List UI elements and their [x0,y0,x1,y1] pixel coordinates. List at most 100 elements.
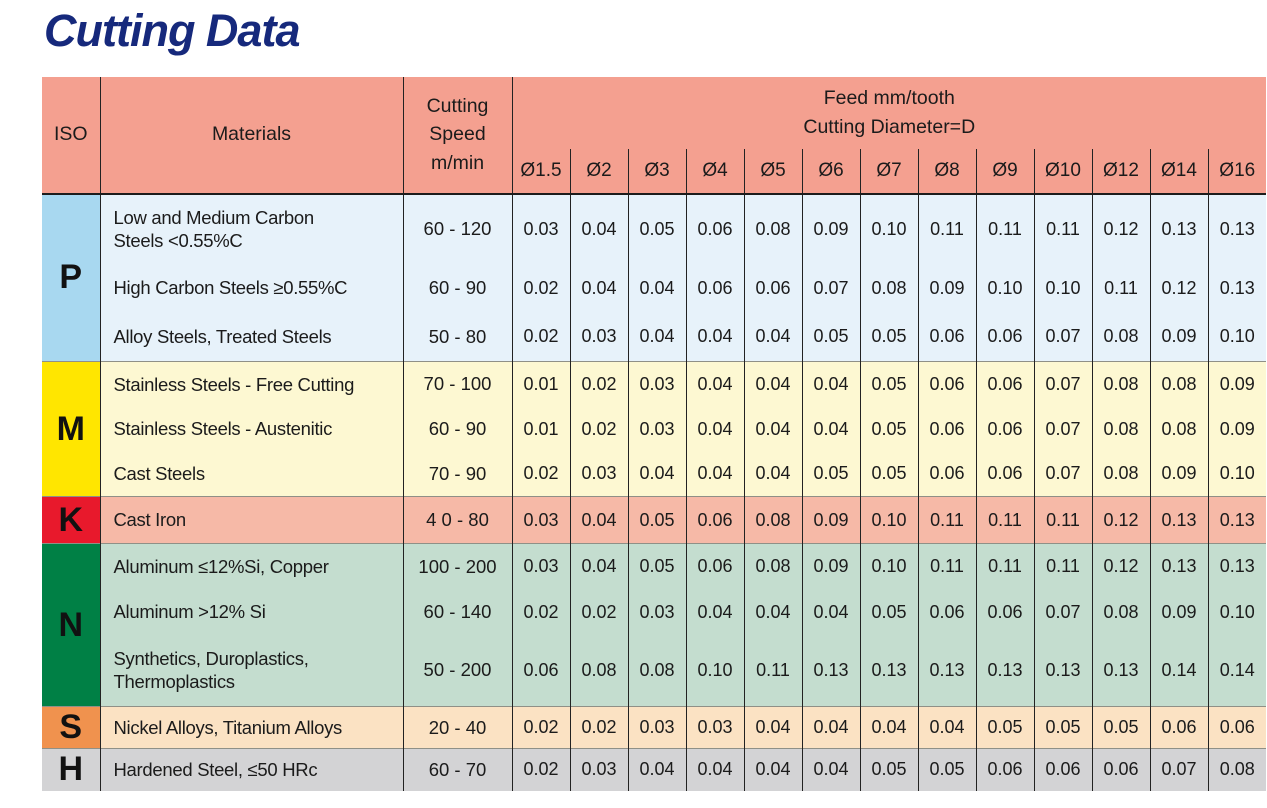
feed-value: 0.06 [685,263,744,313]
feed-value: 0.09 [917,263,976,313]
feed-value: 0.06 [1033,748,1092,791]
feed-value: 0.03 [569,748,628,791]
feed-value: 0.10 [1207,451,1267,497]
page-title: Cutting Data [44,5,300,56]
feed-value: 0.05 [801,451,860,497]
header-diameter-12: Ø14 [1149,148,1208,194]
feed-value: 0.05 [1091,706,1150,749]
feed-value: 0.09 [801,496,860,544]
material-row: Cast Steels 70 - 90 0.02 0.03 0.04 0.04 0.04 0.… [42,451,1267,497]
feed-value: 0.09 [1149,312,1208,362]
material-name: Alloy Steels, Treated Steels [99,312,403,362]
feed-value: 0.05 [859,748,918,791]
header-materials: Materials [99,76,403,194]
cutting-speed-value: 70 - 100 [402,361,512,407]
feed-value: 0.08 [569,634,628,707]
feed-value: 0.06 [975,406,1034,452]
feed-value: 0.04 [743,361,802,407]
material-name: Cast Steels [99,451,403,497]
feed-value: 0.06 [975,312,1034,362]
feed-value: 0.13 [1149,192,1208,264]
feed-value: 0.03 [627,406,686,452]
feed-value: 0.04 [569,496,628,544]
feed-value: 0.04 [627,312,686,362]
feed-value: 0.04 [569,263,628,313]
feed-value: 0.12 [1091,543,1150,590]
feed-value: 0.07 [1033,451,1092,497]
feed-value: 0.09 [1149,589,1208,635]
feed-value: 0.06 [975,361,1034,407]
header-diameter-11: Ø12 [1091,148,1150,194]
feed-value: 0.11 [975,496,1034,544]
iso-group-m: M [42,361,100,497]
feed-value: 0.10 [1207,589,1267,635]
feed-value: 0.05 [917,748,976,791]
feed-value: 0.05 [801,312,860,362]
feed-value: 0.11 [975,543,1034,590]
feed-value: 0.08 [1091,361,1150,407]
diameter-row: Ø1.5 Ø2 Ø3 Ø4 Ø5 Ø6 Ø7 Ø8 Ø9 Ø10 Ø12 Ø14 Ø16 [42,148,1267,194]
header-diameter-7: Ø7 [859,148,918,194]
feed-value: 0.04 [801,589,860,635]
material-name: Hardened Steel, ≤50 HRc [99,748,403,791]
material-row: N Aluminum ≤12%Si, Copper 100 - 200 0.03 0.0… [42,543,1267,707]
feed-value: 0.06 [685,543,744,590]
feed-value: 0.12 [1091,496,1150,544]
cutting-speed-value: 20 - 40 [402,706,512,749]
feed-value: 0.06 [975,451,1034,497]
feed-value: 0.11 [917,192,976,264]
feed-value: 0.04 [685,589,744,635]
feed-value: 0.04 [685,361,744,407]
feed-value: 0.04 [801,706,860,749]
feed-value: 0.03 [627,361,686,407]
cutting-speed-value: 4 0 - 80 [402,496,512,544]
feed-value: 0.01 [511,361,570,407]
feed-value: 0.02 [569,589,628,635]
feed-value: 0.06 [917,451,976,497]
cutting-speed-value: 60 - 90 [402,406,512,452]
feed-value: 0.02 [511,748,570,791]
feed-value: 0.04 [801,748,860,791]
iso-group-n: N [42,543,100,707]
feed-value: 0.09 [1149,451,1208,497]
iso-group-p: P [42,192,100,362]
table-header: ISO Materials Cutting Speed m/min Feed m… [42,76,1267,194]
feed-value: 0.13 [1207,192,1267,264]
feed-value: 0.08 [1149,361,1208,407]
material-row: S Nickel Alloys, Titanium Alloys 20 - 40 0.… [42,706,1267,749]
header-diameter-5: Ø5 [743,148,802,194]
feed-value: 0.08 [859,263,918,313]
material-name: Stainless Steels - Austenitic [99,406,403,452]
material-name: Stainless Steels - Free Cutting [99,361,403,407]
feed-value: 0.04 [743,748,802,791]
cutting-speed-value: 100 - 200 [402,543,512,590]
feed-value: 0.08 [1091,589,1150,635]
feed-value: 0.05 [627,543,686,590]
feed-value: 0.11 [1033,496,1092,544]
feed-value: 0.02 [511,451,570,497]
cutting-speed-value: 60 - 120 [402,192,512,264]
feed-value: 0.05 [859,589,918,635]
feed-value: 0.10 [685,634,744,707]
cutting-speed-value: 50 - 200 [402,634,512,707]
feed-value: 0.13 [1149,543,1208,590]
feed-value: 0.13 [1207,263,1267,313]
feed-value: 0.03 [685,706,744,749]
material-name: Aluminum ≤12%Si, Copper [99,543,403,590]
feed-value: 0.02 [569,706,628,749]
feed-value: 0.02 [511,589,570,635]
feed-value: 0.14 [1207,634,1267,707]
feed-value: 0.05 [975,706,1034,749]
feed-value: 0.11 [1033,543,1092,590]
feed-value: 0.13 [801,634,860,707]
feed-value: 0.04 [743,589,802,635]
header-cutting-speed: Cutting Speed m/min [402,76,512,194]
feed-value: 0.08 [627,634,686,707]
feed-value: 0.07 [1033,312,1092,362]
header-row-top: ISO Materials Cutting Speed m/min Feed m… [42,76,1267,194]
feed-value: 0.04 [685,406,744,452]
header-diameter-6: Ø6 [801,148,860,194]
material-row: P Low and Medium Carbon Steels <0.55%C 60 … [42,192,1267,362]
material-row: Synthetics, Duroplastics, Thermoplastics… [42,634,1267,707]
cutting-speed-value: 60 - 140 [402,589,512,635]
